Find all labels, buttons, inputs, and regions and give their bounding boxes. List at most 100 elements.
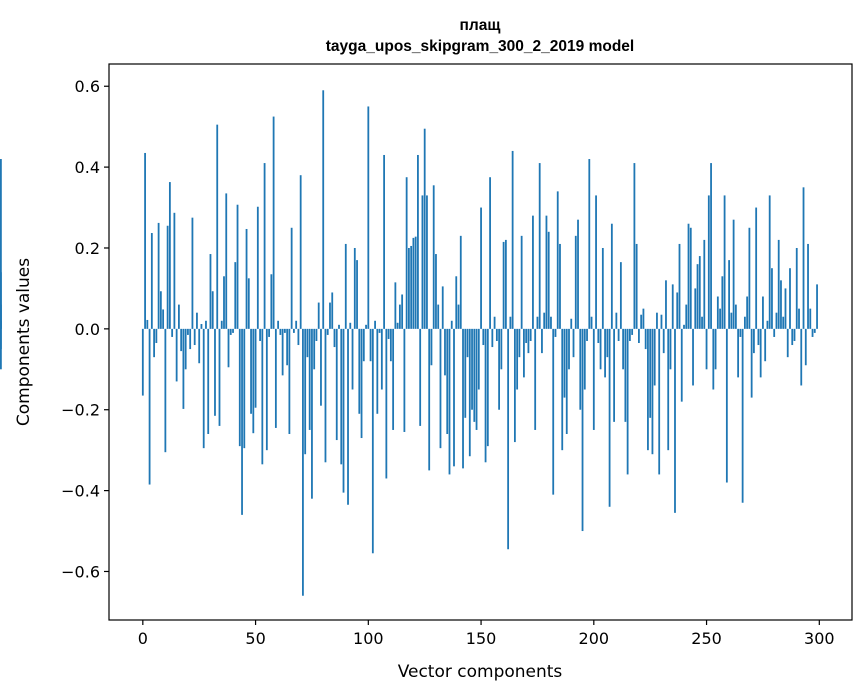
bar-78 xyxy=(317,302,320,329)
bar-277 xyxy=(766,320,769,329)
bar-138 xyxy=(453,328,455,467)
bar-209 xyxy=(613,328,615,422)
bar-177 xyxy=(541,328,543,354)
bar-35 xyxy=(220,320,223,329)
bar-240 xyxy=(683,324,685,329)
bar-64 xyxy=(286,328,289,366)
bar-218 xyxy=(633,163,636,329)
bar-273 xyxy=(757,328,760,346)
bar-106 xyxy=(380,328,383,390)
bar-185 xyxy=(559,243,561,329)
bar-179 xyxy=(545,215,548,329)
bar-9 xyxy=(162,309,165,329)
bar-295 xyxy=(807,243,809,329)
bar-214 xyxy=(624,328,627,422)
bar-105 xyxy=(378,328,381,333)
bar-280 xyxy=(773,328,776,337)
bar-67 xyxy=(293,328,295,333)
bar-3 xyxy=(148,328,151,485)
bar-233 xyxy=(667,328,670,451)
bar-5 xyxy=(153,328,155,358)
bar-230 xyxy=(660,314,663,329)
y-tick-label: −0.2 xyxy=(61,401,100,420)
bar-299 xyxy=(816,284,818,329)
bar-244 xyxy=(692,328,694,386)
bar-251 xyxy=(707,195,710,329)
bar-38 xyxy=(227,328,230,368)
bar-75 xyxy=(311,328,313,499)
bar-1 xyxy=(144,152,146,329)
bar-108 xyxy=(385,328,388,479)
bar-221 xyxy=(640,314,643,329)
x-tick-label: 100 xyxy=(353,629,384,648)
bar-33 xyxy=(216,124,219,329)
bar-47 xyxy=(247,278,250,329)
bar-132 xyxy=(439,328,442,449)
bar-249 xyxy=(703,239,706,329)
x-tick-label: 200 xyxy=(579,629,610,648)
bar-207 xyxy=(608,328,611,507)
bar-224 xyxy=(647,328,649,451)
bar-226 xyxy=(651,328,654,455)
bar-23 xyxy=(193,328,196,346)
bar-97 xyxy=(360,328,363,439)
bar-112 xyxy=(394,282,397,329)
bar-293 xyxy=(802,187,805,329)
bar-229 xyxy=(658,328,661,475)
bar-142 xyxy=(462,328,464,469)
bar-84 xyxy=(331,292,334,329)
bar-145 xyxy=(468,328,471,457)
bar-266 xyxy=(741,328,744,503)
bar-152 xyxy=(484,328,487,463)
bar-210 xyxy=(615,312,618,329)
bar-70 xyxy=(299,175,302,329)
bar-257 xyxy=(721,276,724,329)
bar-39 xyxy=(229,328,232,335)
bar-139 xyxy=(455,276,458,329)
bar-269 xyxy=(748,227,751,329)
bar-234 xyxy=(669,328,672,370)
bar-17 xyxy=(180,328,183,352)
bar-undefined xyxy=(0,328,2,370)
bar-296 xyxy=(809,308,812,329)
bar-118 xyxy=(408,247,410,329)
bar-196 xyxy=(583,328,586,390)
bar-146 xyxy=(471,328,473,410)
bar-51 xyxy=(256,206,259,329)
bar-24 xyxy=(196,312,198,329)
bar-31 xyxy=(211,291,214,329)
bar-113 xyxy=(396,322,399,329)
bar-259 xyxy=(725,328,728,483)
bar-107 xyxy=(383,154,385,329)
bar-238 xyxy=(678,243,681,329)
bar-46 xyxy=(245,228,248,329)
bar-271 xyxy=(753,328,755,354)
x-tick-label: 0 xyxy=(138,629,148,648)
bar-285 xyxy=(784,288,787,329)
bar-27 xyxy=(202,328,205,449)
bar-90 xyxy=(344,243,347,329)
bar-245 xyxy=(694,288,697,329)
bar-120 xyxy=(412,237,415,329)
bar-14 xyxy=(173,212,176,329)
bar-289 xyxy=(793,328,796,341)
bar-29 xyxy=(207,328,210,434)
bar-202 xyxy=(597,328,600,344)
bar-53 xyxy=(261,328,264,465)
bar-242 xyxy=(687,223,690,329)
bar-54 xyxy=(263,163,266,329)
bar-288 xyxy=(791,328,794,346)
bar-55 xyxy=(265,328,268,451)
bar-44 xyxy=(241,328,243,515)
bar-98 xyxy=(362,328,365,362)
bar-89 xyxy=(342,328,345,493)
bar-192 xyxy=(574,235,577,329)
bar-212 xyxy=(619,262,622,329)
bar-124 xyxy=(421,195,424,329)
bar-190 xyxy=(570,318,573,329)
bar-268 xyxy=(746,296,749,329)
bar-109 xyxy=(387,328,390,339)
bar-297 xyxy=(811,328,814,337)
bar-74 xyxy=(308,328,311,430)
